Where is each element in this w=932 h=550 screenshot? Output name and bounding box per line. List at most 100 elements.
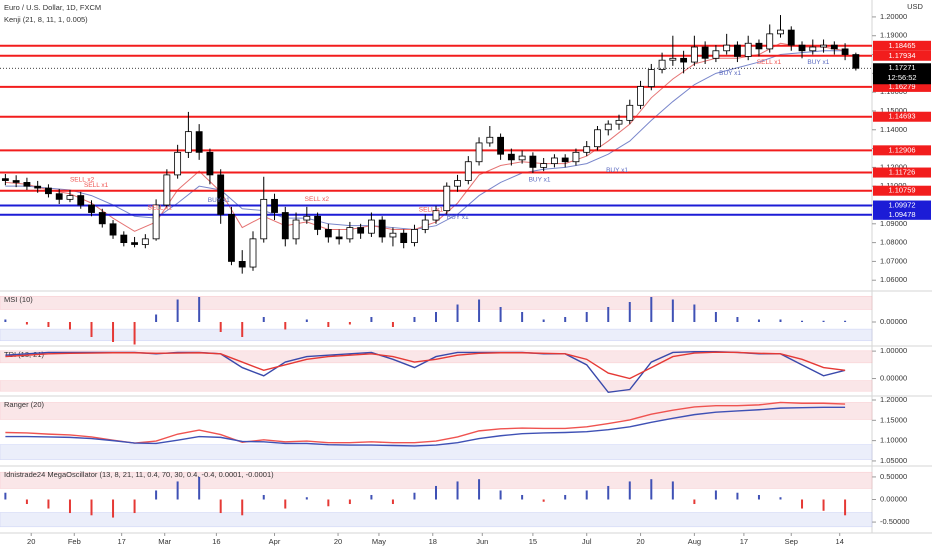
bar — [714, 490, 717, 500]
candle-body — [615, 119, 623, 125]
bar — [284, 499, 287, 509]
x-tick-label: Feb — [68, 537, 81, 546]
signal-label: SELL x1 — [84, 182, 109, 189]
bar — [68, 499, 71, 514]
bar — [370, 317, 373, 322]
candle-body — [1, 178, 9, 181]
candle-body — [658, 59, 666, 70]
level-label-box — [873, 111, 931, 122]
y-tick-label: 0.00000 — [880, 317, 907, 326]
level-label: 1.09972 — [888, 201, 915, 210]
candle-body — [486, 136, 494, 144]
candle-body — [432, 210, 440, 221]
bar — [133, 322, 136, 345]
bar — [198, 476, 201, 500]
candle-body — [464, 161, 472, 181]
candle-body — [626, 104, 634, 121]
bar — [757, 319, 760, 322]
candle-body — [777, 29, 784, 35]
x-tick-label: Mar — [158, 537, 171, 546]
bar — [305, 497, 308, 500]
signal-label: SELL x1 — [147, 205, 172, 212]
signal-label: BUY x1 — [807, 59, 829, 66]
level-label: 1.14693 — [888, 112, 915, 121]
candle-body — [572, 151, 580, 163]
currency-label: USD — [907, 2, 923, 11]
candle-body — [120, 234, 128, 244]
candle-body — [443, 185, 451, 212]
bar — [198, 297, 201, 322]
bar — [456, 481, 459, 500]
candle-body — [98, 212, 106, 225]
candle-body — [249, 238, 257, 268]
x-tick-label: 17 — [740, 537, 748, 546]
last-price-box — [873, 63, 931, 85]
bar — [801, 320, 804, 322]
bar — [822, 499, 825, 511]
candle-body — [809, 46, 817, 52]
candle-body — [411, 229, 418, 244]
x-tick-label: 18 — [429, 537, 437, 546]
bar — [176, 481, 179, 500]
upper-band — [0, 295, 873, 310]
y-tick-label: 1.11000 — [880, 181, 907, 190]
bar — [262, 494, 265, 500]
bar — [176, 299, 179, 322]
indicator-line — [5, 401, 846, 444]
candle-body — [206, 151, 214, 176]
y-tick-label: 1.14000 — [880, 125, 907, 134]
candle-body — [335, 236, 343, 240]
level-label: 1.09478 — [888, 210, 915, 219]
candle-body — [260, 198, 268, 240]
level-label: 1.16279 — [888, 82, 915, 91]
bar — [327, 499, 330, 507]
signal-label: BUY x1 — [719, 70, 741, 77]
lower-band — [0, 328, 873, 342]
level-label-box — [873, 81, 931, 92]
candle-body — [367, 219, 375, 234]
y-tick-label: 1.19000 — [880, 31, 907, 40]
candle-body — [680, 57, 688, 63]
bar — [585, 490, 588, 500]
y-tick-label: 1.15000 — [880, 106, 907, 115]
y-tick-label: 1.10000 — [880, 436, 907, 445]
candle-body — [378, 219, 386, 238]
x-tick-label: Apr — [269, 537, 281, 546]
bar — [133, 499, 136, 514]
y-tick-label: 1.20000 — [880, 395, 907, 404]
y-tick-label: -0.50000 — [880, 517, 910, 526]
candle-body — [163, 174, 171, 206]
indicator-line — [5, 406, 846, 447]
candle-body — [507, 153, 515, 161]
signal-label: BUY x1 — [606, 167, 628, 174]
bar — [370, 494, 373, 500]
x-tick-label: 15 — [529, 537, 537, 546]
x-tick-label: 17 — [117, 537, 125, 546]
bar — [564, 317, 567, 322]
x-tick-label: Jun — [476, 537, 488, 546]
candle-body — [184, 131, 192, 153]
bar — [456, 304, 459, 322]
panel-title: Idnistrade24 MegaOscillator (13, 8, 21, … — [4, 470, 274, 479]
indicator-line — [5, 351, 846, 380]
bar — [327, 322, 330, 327]
candle-body — [400, 232, 408, 244]
bar — [499, 307, 502, 322]
y-tick-label: 0.00000 — [880, 374, 907, 383]
candle-body — [518, 155, 526, 161]
bar — [671, 481, 674, 500]
bar — [585, 312, 588, 322]
bar — [4, 492, 7, 500]
candle-body — [852, 54, 860, 69]
panel-title: MSI (10) — [4, 295, 33, 304]
signal-label: SELL x2 — [70, 176, 95, 183]
bar — [542, 319, 545, 322]
level-label-box — [873, 50, 931, 61]
bar — [693, 499, 696, 505]
y-tick-label: 1.20000 — [880, 12, 907, 21]
bar — [25, 322, 28, 325]
bar — [155, 314, 158, 322]
level-label: 1.17934 — [888, 51, 915, 60]
candle-body — [820, 44, 827, 48]
level-label-box — [873, 40, 931, 51]
